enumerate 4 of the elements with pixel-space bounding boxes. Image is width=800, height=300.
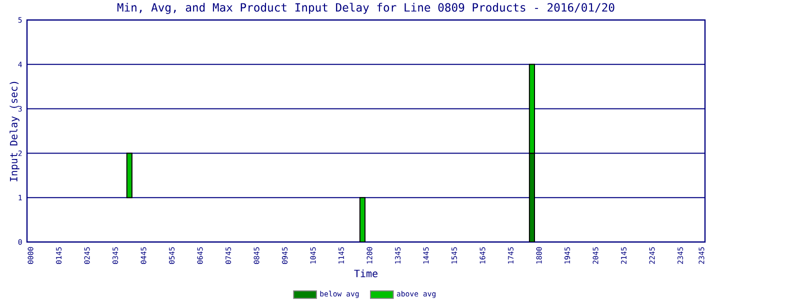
bar [126,152,132,198]
y-axis-title: Input Delay (sec) [10,82,20,182]
x-axis-title: Time [354,270,378,278]
chart-title: Min, Avg, and Max Product Input Delay for Line 0809 Products - 2016/01/20 [117,2,614,14]
